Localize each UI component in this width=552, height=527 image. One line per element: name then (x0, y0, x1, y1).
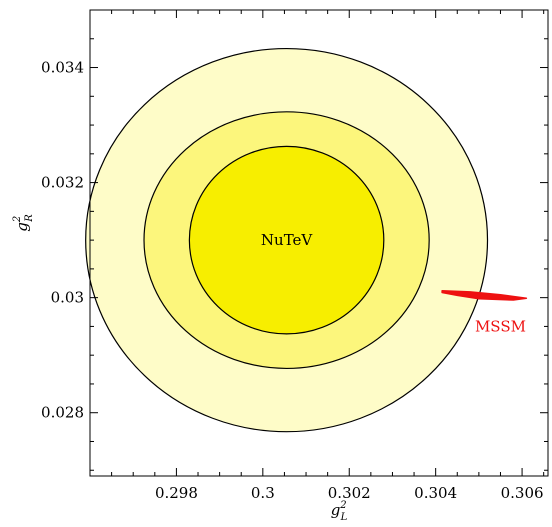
annotation-mssm: MSSM (475, 317, 526, 335)
confidence-ellipse-3 (188, 145, 385, 335)
x-tick-label: 0.306 (501, 484, 544, 502)
y-tick-label: 0.032 (41, 174, 84, 192)
annotation-nutev: NuTeV (261, 231, 314, 249)
y-tick-label: 0.028 (41, 404, 84, 422)
mssm-region-group (441, 290, 528, 301)
plot-frame (89, 9, 549, 477)
mssm-region (441, 290, 528, 301)
x-tick-label: 0.298 (155, 484, 198, 502)
y-tick-label: 0.034 (41, 59, 84, 77)
y-tick-label: 0.03 (51, 289, 84, 307)
x-tick-label: 0.304 (414, 484, 457, 502)
annotations: NuTeV MSSM (261, 231, 526, 335)
y-axis-label: g2R (12, 214, 35, 232)
confidence-ellipses (85, 47, 489, 433)
x-axis-label: g2 L (331, 500, 348, 523)
axis-ticks: 0.298 0.3 0.302 0.304 0.306 0.028 0.03 0.032 0.0… (41, 10, 548, 502)
x-tick-label: 0.302 (328, 484, 371, 502)
x-tick-label: 0.3 (251, 484, 275, 502)
